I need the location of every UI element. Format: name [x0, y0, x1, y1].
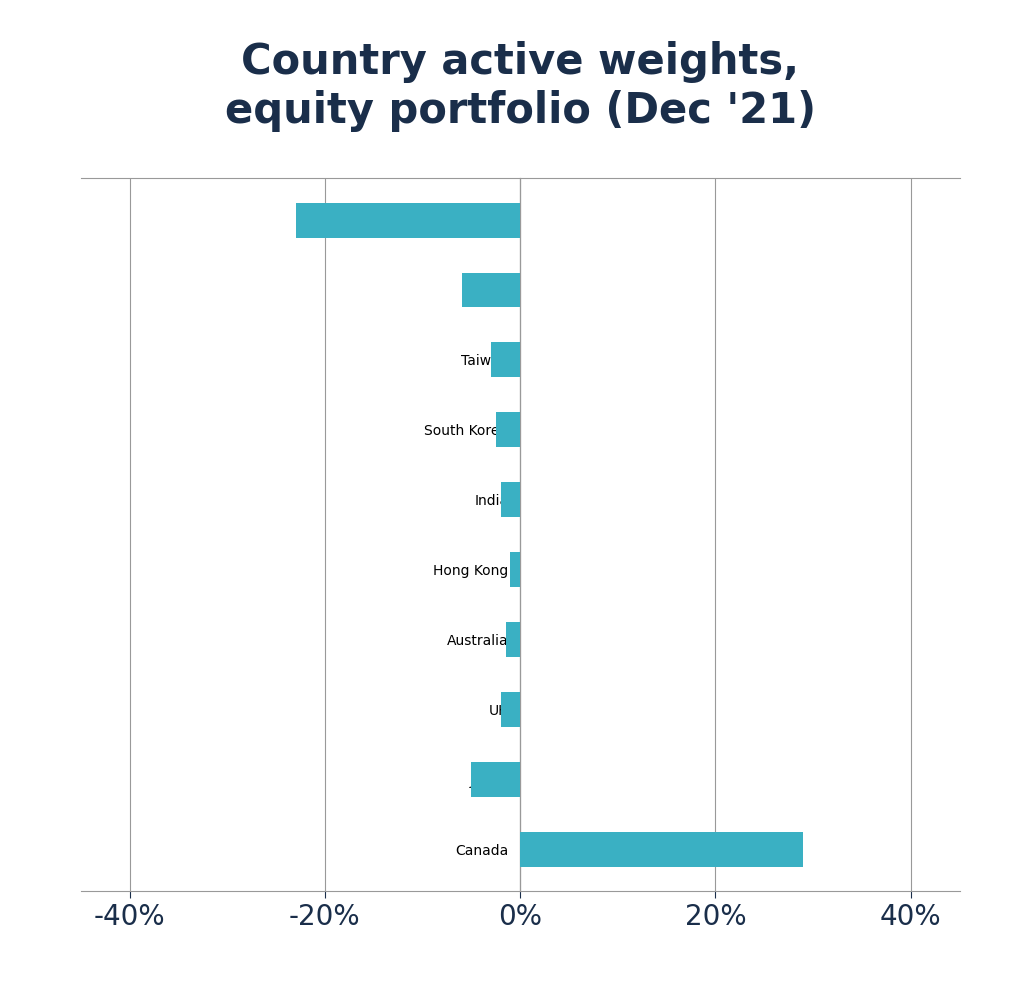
- Bar: [462, 272, 520, 308]
- Bar: [472, 761, 520, 797]
- Bar: [501, 692, 520, 727]
- Bar: [520, 832, 803, 866]
- Bar: [296, 203, 520, 238]
- Bar: [506, 622, 520, 657]
- Bar: [491, 343, 520, 377]
- Bar: [510, 552, 520, 587]
- Bar: [501, 482, 520, 517]
- Title: Country active weights,
equity portfolio (Dec '21): Country active weights, equity portfolio…: [224, 41, 816, 132]
- Bar: [496, 412, 520, 447]
